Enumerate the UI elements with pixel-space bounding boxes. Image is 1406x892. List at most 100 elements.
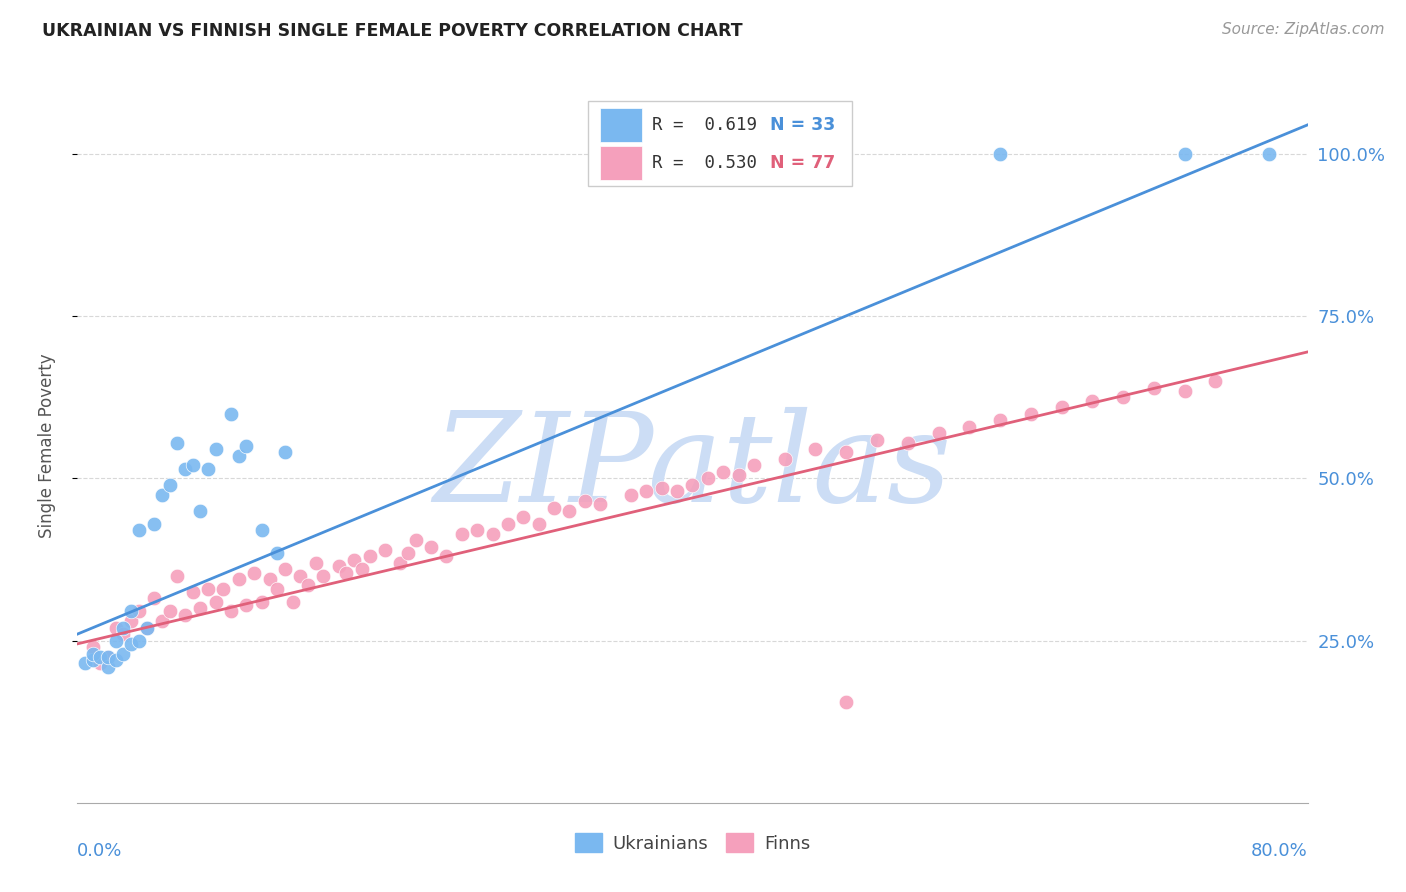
Point xyxy=(197,582,219,596)
Point xyxy=(742,458,765,473)
Point xyxy=(1050,400,1073,414)
Point xyxy=(281,595,304,609)
Point xyxy=(274,445,297,459)
Point xyxy=(159,478,181,492)
Point xyxy=(988,147,1011,161)
Point xyxy=(128,633,150,648)
Point xyxy=(328,559,350,574)
Point xyxy=(343,552,366,566)
Point xyxy=(104,653,127,667)
Point xyxy=(97,649,120,664)
Text: 0.0%: 0.0% xyxy=(77,842,122,860)
Text: R =  0.530: R = 0.530 xyxy=(652,153,756,172)
Point xyxy=(727,468,749,483)
Point xyxy=(1204,374,1226,388)
Point xyxy=(128,604,150,618)
Point xyxy=(204,595,226,609)
Point xyxy=(389,556,412,570)
Point xyxy=(835,695,858,709)
Point xyxy=(128,524,150,538)
Point xyxy=(1143,381,1166,395)
Point xyxy=(181,458,204,473)
Point xyxy=(219,407,242,421)
Point xyxy=(359,549,381,564)
Point xyxy=(104,633,127,648)
Point xyxy=(250,595,273,609)
Point xyxy=(527,516,550,531)
Point xyxy=(250,524,273,538)
Point xyxy=(1174,147,1197,161)
Text: ZIPatlas: ZIPatlas xyxy=(433,407,952,528)
Point xyxy=(481,526,503,541)
Point xyxy=(120,637,142,651)
Point xyxy=(436,549,458,564)
Text: Source: ZipAtlas.com: Source: ZipAtlas.com xyxy=(1222,22,1385,37)
Point xyxy=(696,471,718,485)
Text: UKRAINIAN VS FINNISH SINGLE FEMALE POVERTY CORRELATION CHART: UKRAINIAN VS FINNISH SINGLE FEMALE POVER… xyxy=(42,22,742,40)
Point xyxy=(866,433,889,447)
Point xyxy=(988,413,1011,427)
Point xyxy=(1081,393,1104,408)
Point xyxy=(711,465,734,479)
Point xyxy=(166,568,188,582)
FancyBboxPatch shape xyxy=(600,145,643,180)
Point xyxy=(266,546,288,560)
Point xyxy=(897,435,920,450)
Point xyxy=(1019,407,1042,421)
Point xyxy=(82,640,104,654)
Text: 80.0%: 80.0% xyxy=(1251,842,1308,860)
Point xyxy=(97,659,120,673)
Point xyxy=(197,461,219,475)
Point xyxy=(243,566,266,580)
Point xyxy=(666,484,689,499)
Point xyxy=(420,540,443,554)
Point xyxy=(120,604,142,618)
Point xyxy=(112,621,135,635)
Point xyxy=(120,614,142,628)
Point xyxy=(574,494,596,508)
Point xyxy=(174,461,197,475)
Legend: Ukrainians, Finns: Ukrainians, Finns xyxy=(565,824,820,862)
Point xyxy=(181,585,204,599)
Point xyxy=(82,653,104,667)
Point xyxy=(166,435,188,450)
Point xyxy=(682,478,704,492)
Point xyxy=(188,601,212,615)
Point xyxy=(228,572,250,586)
Point xyxy=(89,649,111,664)
Point xyxy=(219,604,242,618)
Point xyxy=(335,566,357,580)
Point xyxy=(212,582,235,596)
Point xyxy=(928,425,950,440)
Point xyxy=(174,607,197,622)
Point xyxy=(636,484,658,499)
Point xyxy=(305,556,328,570)
Point xyxy=(543,500,565,515)
Point xyxy=(465,524,488,538)
Point xyxy=(835,445,858,459)
Point xyxy=(104,621,127,635)
Point xyxy=(374,542,396,557)
Point xyxy=(297,578,319,592)
Point xyxy=(405,533,427,547)
Point xyxy=(496,516,519,531)
Point xyxy=(228,449,250,463)
Point xyxy=(274,562,297,576)
Point xyxy=(1112,390,1135,404)
Point xyxy=(112,647,135,661)
Point xyxy=(290,568,312,582)
Point xyxy=(135,621,157,635)
Point xyxy=(773,452,796,467)
Point xyxy=(188,504,212,518)
Point xyxy=(589,497,612,511)
Point xyxy=(112,627,135,641)
Point xyxy=(135,621,157,635)
Point xyxy=(150,488,173,502)
Point xyxy=(957,419,980,434)
Point xyxy=(143,516,166,531)
Point xyxy=(350,562,373,576)
Point xyxy=(143,591,166,606)
Point xyxy=(73,657,96,671)
Point xyxy=(620,488,643,502)
Point xyxy=(651,481,673,495)
